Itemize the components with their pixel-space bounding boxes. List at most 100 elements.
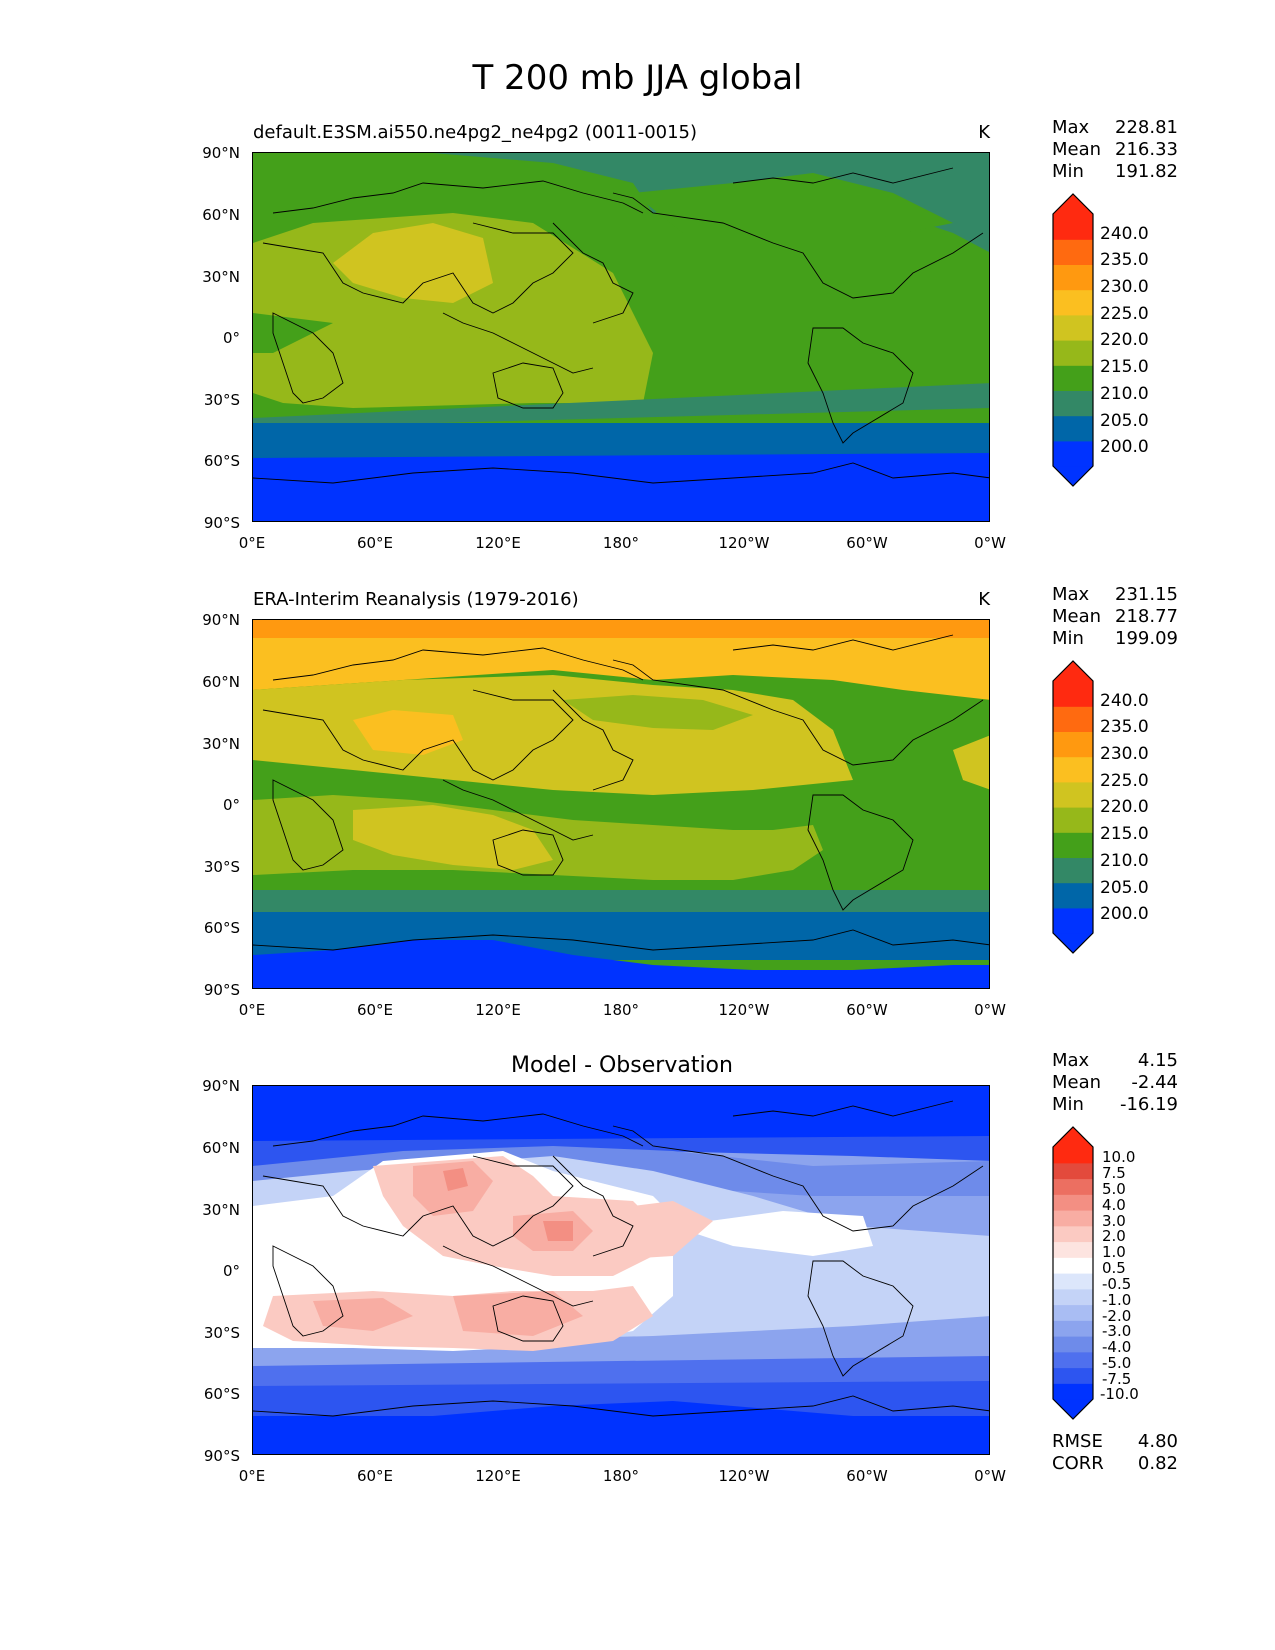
- colorbar-bin: [1053, 1273, 1093, 1290]
- colorbar-extend-min: [1053, 466, 1093, 486]
- panel3-colorbar-tick: 0.5: [1102, 1259, 1126, 1277]
- colorbar-extend-max: [1053, 194, 1093, 214]
- panel3-colorbar-tick: -2.0: [1102, 1307, 1132, 1325]
- panel2-lon-label: 0°W: [974, 1001, 1006, 1019]
- colorbar-bin: [1053, 314, 1093, 341]
- colorbar-extend-max: [1053, 1127, 1093, 1147]
- panel2-colorbar-tick: 230.0: [1100, 744, 1149, 764]
- panel2-colorbar-tick: 215.0: [1100, 824, 1149, 844]
- panel3-lat-label: 30°S: [203, 1324, 240, 1342]
- colorbar-bin: [1053, 1194, 1093, 1211]
- panel3-lon-label: 120°E: [475, 1467, 521, 1485]
- panel1-colorbar-tick: 205.0: [1100, 411, 1149, 431]
- colorbar-bin: [1053, 756, 1093, 783]
- colorbar-bin: [1053, 440, 1093, 467]
- figure-title: T 200 mb JJA global: [472, 58, 803, 98]
- panel1-map-field: [253, 153, 989, 521]
- colorbar-extend-max: [1053, 661, 1093, 681]
- panel3-colorbar-tick: -10.0: [1100, 1385, 1139, 1403]
- panel2-colorbar-tick: 210.0: [1100, 851, 1149, 871]
- panel2-colorbar-tick: 220.0: [1100, 797, 1149, 817]
- panel2-lat-label: 30°N: [202, 735, 240, 753]
- panel2-colorbar-tick: 200.0: [1100, 904, 1149, 924]
- panel1-mean-value: 216.33: [1115, 139, 1178, 160]
- panel3-colorbar-tick: -3.0: [1102, 1322, 1132, 1340]
- panel3-mean-value: -2.44: [1131, 1072, 1178, 1093]
- panel3-lat-label: 30°N: [202, 1201, 240, 1219]
- colorbar-bin: [1053, 214, 1093, 240]
- panel2-mean-value: 218.77: [1115, 606, 1178, 627]
- panel3-colorbar-tick: 7.5: [1102, 1164, 1126, 1182]
- panel1-min-value: 191.82: [1115, 161, 1178, 182]
- panel3-lon-label: 180°: [602, 1467, 640, 1485]
- panel2-lon-label: 120°E: [475, 1001, 521, 1019]
- colorbar-bin: [1053, 1304, 1093, 1321]
- panel3-colorbar-tick: 1.0: [1102, 1243, 1126, 1261]
- panel3-rmse-value: 4.80: [1137, 1431, 1178, 1452]
- panel1-mean-label: Mean: [1052, 139, 1102, 160]
- panel1-units: K: [978, 122, 990, 143]
- colorbar-bin: [1053, 1257, 1093, 1274]
- panel3-lat-label: 0°: [222, 1262, 240, 1280]
- panel2-map-field: [253, 620, 989, 988]
- panel2-lon-label: 120°W: [718, 1001, 770, 1019]
- panel3-title: Model - Observation: [511, 1053, 733, 1078]
- panel3-corr-label: CORR: [1052, 1453, 1104, 1474]
- colorbar-extend-min: [1053, 1399, 1093, 1419]
- panel1-lon-label: 0°W: [974, 534, 1006, 552]
- panel1-lon-label: 60°W: [846, 534, 888, 552]
- panel1-lat-label: 90°S: [203, 514, 240, 532]
- panel2-max-label: Max: [1052, 584, 1090, 605]
- colorbar-bin: [1053, 832, 1093, 858]
- panel1-lon-label: 120°W: [718, 534, 770, 552]
- panel3-lon-label: 0°W: [974, 1467, 1006, 1485]
- colorbar-bin: [1053, 289, 1093, 316]
- panel2-units: K: [978, 589, 990, 610]
- panel1-lat-label: 0°: [222, 329, 240, 347]
- panel1-lat-label: 60°N: [202, 206, 240, 224]
- panel3-colorbar-tick: -5.0: [1102, 1354, 1132, 1372]
- colorbar-bin: [1053, 857, 1093, 884]
- panel1-max-label: Max: [1052, 117, 1090, 138]
- panel1-colorbar-tick: 230.0: [1100, 277, 1149, 297]
- panel3-lat-label: 90°N: [202, 1077, 240, 1095]
- panel3-min-label: Min: [1052, 1094, 1084, 1115]
- panel3-colorbar-tick: -7.5: [1102, 1370, 1132, 1388]
- panel2-map: [252, 619, 990, 989]
- panel2-min-label: Min: [1052, 628, 1084, 649]
- panel1-lat-label: 30°N: [202, 268, 240, 286]
- colorbar-bin: [1053, 390, 1093, 417]
- colorbar-bin: [1053, 1383, 1093, 1400]
- panel2-lat-label: 60°N: [202, 673, 240, 691]
- colorbar-bin: [1053, 882, 1093, 909]
- panel2-colorbar-tick: 235.0: [1100, 717, 1149, 737]
- panel1-colorbar-tick: 235.0: [1100, 250, 1149, 270]
- panel3-max-label: Max: [1052, 1050, 1090, 1071]
- colorbar-bin: [1053, 1147, 1093, 1164]
- colorbar-bin: [1053, 239, 1093, 265]
- panel3-colorbar-tick: 10.0: [1102, 1148, 1136, 1166]
- colorbar-bin: [1053, 1336, 1093, 1353]
- panel2-lon-label: 60°W: [846, 1001, 888, 1019]
- panel3-colorbar-tick: 5.0: [1102, 1180, 1126, 1198]
- colorbar-bin: [1053, 1210, 1093, 1227]
- panel3-lat-label: 60°N: [202, 1139, 240, 1157]
- panel2-lat-label: 60°S: [203, 919, 240, 937]
- panel3-corr-value: 0.82: [1137, 1453, 1178, 1474]
- panel2-lon-label: 60°E: [356, 1001, 394, 1019]
- colorbar-bin: [1053, 1178, 1093, 1195]
- panel1-lat-label: 60°S: [203, 452, 240, 470]
- colorbar-bin: [1053, 681, 1093, 707]
- panel1-lat-label: 90°N: [202, 144, 240, 162]
- panel3-colorbar-tick: -1.0: [1102, 1291, 1132, 1309]
- panel3-lon-label: 0°E: [238, 1467, 266, 1485]
- colorbar-bin: [1053, 907, 1093, 934]
- panel2-colorbar: [1052, 660, 1094, 954]
- panel3-colorbar-tick: 3.0: [1102, 1212, 1126, 1230]
- panel3-min-value: -16.19: [1119, 1094, 1178, 1115]
- panel1-lon-label: 0°E: [238, 534, 266, 552]
- panel1-lat-label: 30°S: [203, 391, 240, 409]
- panel1-colorbar-tick: 215.0: [1100, 357, 1149, 377]
- panel1-colorbar-tick: 220.0: [1100, 330, 1149, 350]
- colorbar-bin: [1053, 1241, 1093, 1258]
